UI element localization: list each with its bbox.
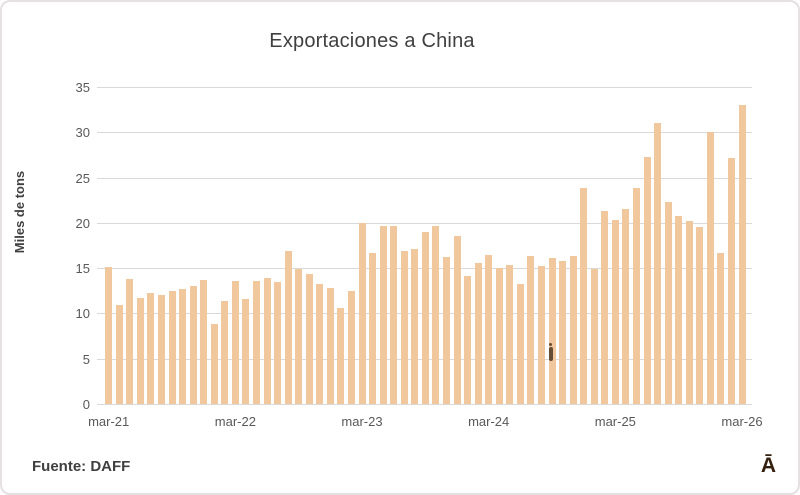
bar-jul-22 <box>274 281 282 404</box>
bar-feb-23 <box>347 290 355 404</box>
bar-dic-21 <box>200 279 208 404</box>
bar-abr-22 <box>242 298 250 404</box>
bar-may-23 <box>379 226 387 404</box>
bar-sep-22 <box>295 269 303 404</box>
bar-abr-24 <box>495 268 503 404</box>
bar-feb-24 <box>474 262 482 404</box>
bar-nov-21 <box>189 286 197 404</box>
bar-oct-24 <box>559 260 567 404</box>
bar-dic-24 <box>580 187 588 404</box>
bar-jul-24 <box>527 256 535 404</box>
gridline-y-30 <box>97 132 752 134</box>
bar-jul-25 <box>654 123 662 404</box>
bar-jun-24 <box>516 284 524 404</box>
bar-ene-24 <box>464 276 472 404</box>
bar-sep-23 <box>421 231 429 404</box>
bar-jun-25 <box>643 156 651 404</box>
x-tick-label-mar-26: mar-26 <box>721 414 763 429</box>
bar-mar-26 <box>738 105 746 404</box>
x-tick-label-mar-24: mar-24 <box>468 414 510 429</box>
brand-logo: Ā <box>760 454 776 477</box>
y-tick-label-35: 35 <box>75 80 90 95</box>
chart-title: Exportaciones a China <box>269 30 475 52</box>
source-note: Fuente: DAFF <box>32 458 131 475</box>
bar-abr-25 <box>622 209 630 404</box>
bar-dic-23 <box>453 236 461 404</box>
y-tick-label-0: 0 <box>82 397 90 412</box>
bar-feb-26 <box>727 157 735 404</box>
x-tick-label-mar-23: mar-23 <box>341 414 383 429</box>
bar-jun-23 <box>390 226 398 404</box>
bar-sep-25 <box>675 215 683 404</box>
y-tick-label-15: 15 <box>75 261 90 277</box>
bar-oct-22 <box>305 274 313 404</box>
bar-mar-25 <box>611 220 619 404</box>
gridline-y-20 <box>97 222 752 224</box>
bar-oct-21 <box>179 288 187 404</box>
bar-dic-22 <box>326 288 334 404</box>
bar-jun-21 <box>136 298 144 404</box>
gridline-y-25 <box>97 177 752 179</box>
bar-mar-23 <box>358 222 366 404</box>
x-tick-label-mar-22: mar-22 <box>214 414 256 429</box>
bar-dic-25 <box>706 132 714 404</box>
y-tick-label-5: 5 <box>82 351 90 367</box>
bar-ene-22 <box>210 324 218 404</box>
y-tick-label-10: 10 <box>75 306 90 322</box>
bar-jun-22 <box>263 278 271 404</box>
bar-ago-22 <box>284 250 292 404</box>
y-tick-label-20: 20 <box>75 215 90 231</box>
gridline-y-35 <box>97 87 752 88</box>
bar-mar-24 <box>485 255 493 404</box>
bar-sep-24 <box>548 258 556 404</box>
bar-ene-26 <box>717 252 725 404</box>
bar-mar-21 <box>105 267 113 404</box>
bar-feb-22 <box>221 300 229 404</box>
bar-nov-22 <box>316 283 324 404</box>
bar-nov-23 <box>442 257 450 404</box>
bar-may-22 <box>252 280 260 404</box>
bar-oct-23 <box>432 225 440 404</box>
x-tick-label-mar-25: mar-25 <box>594 414 636 429</box>
bar-mar-22 <box>231 280 239 404</box>
bar-abr-23 <box>369 252 377 404</box>
bar-nov-24 <box>569 256 577 404</box>
bar-jul-23 <box>400 250 408 404</box>
gridline-y-0 <box>97 404 752 405</box>
bar-may-21 <box>126 279 134 404</box>
bar-ago-23 <box>411 249 419 404</box>
bar-abr-21 <box>115 305 123 404</box>
bar-ago-24 <box>537 266 545 404</box>
bar-may-25 <box>632 188 640 404</box>
bar-nov-25 <box>696 227 704 404</box>
bar-jul-21 <box>147 292 155 404</box>
x-tick-label-mar-21: mar-21 <box>88 414 130 429</box>
bar-feb-25 <box>601 211 609 404</box>
bar-ene-23 <box>337 307 345 404</box>
bar-ago-25 <box>664 202 672 404</box>
bar-oct-25 <box>685 221 693 404</box>
y-tick-label-25: 25 <box>75 170 90 186</box>
ink-smudge-artifact <box>549 343 553 361</box>
bar-may-24 <box>506 264 514 404</box>
bar-ago-21 <box>157 295 165 404</box>
y-tick-label-30: 30 <box>75 125 90 141</box>
bar-ene-25 <box>590 269 598 404</box>
bar-sep-21 <box>168 290 176 404</box>
